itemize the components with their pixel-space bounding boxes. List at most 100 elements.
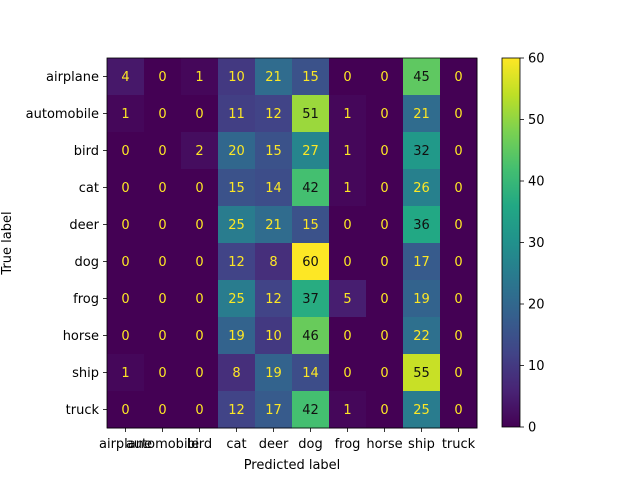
cell-value-label: 0	[158, 366, 166, 381]
cell-value-label: 0	[380, 70, 388, 85]
cell-value-label: 0	[158, 292, 166, 307]
cell-value-label: 51	[302, 107, 319, 122]
cell-value-label: 19	[228, 329, 245, 344]
cell-value-label: 0	[380, 403, 388, 418]
heatmap-cell	[144, 280, 182, 318]
colorbar-tick-label: 60	[528, 52, 545, 67]
cell-value-label: 0	[454, 181, 462, 196]
colorbar: 0 10 20 30 40 50 60	[501, 52, 545, 436]
heatmap-cell	[255, 280, 293, 318]
colorbar-tick-label: 0	[528, 421, 536, 436]
cell-value-label: 60	[302, 255, 319, 270]
heatmap-cell	[403, 206, 441, 244]
heatmap-cell	[144, 354, 182, 392]
x-tick-label: horse	[366, 437, 402, 452]
cell-value-label: 0	[343, 366, 351, 381]
cell-value-label: 42	[302, 403, 319, 418]
cell-value-label: 0	[454, 107, 462, 122]
cell-value-label: 15	[302, 70, 319, 85]
y-tick-label: bird	[74, 144, 99, 159]
x-tick-label: airplane	[99, 437, 152, 452]
heatmap-cell	[329, 391, 367, 429]
heatmap-cell	[403, 354, 441, 392]
y-tick-label: airplane	[46, 70, 99, 85]
heatmap-cell	[329, 58, 367, 96]
heatmap-cell	[403, 95, 441, 133]
heatmap-cell	[181, 317, 219, 355]
axes: airplaneautomobilebirdcatdeerdogfroghors…	[0, 57, 478, 473]
cell-value-label: 17	[265, 403, 282, 418]
cell-value-label: 1	[121, 107, 129, 122]
x-tick-label: bird	[187, 437, 212, 452]
cell-value-label: 55	[413, 366, 430, 381]
heatmap-cell	[366, 58, 404, 96]
colorbar-tick-label: 40	[528, 175, 545, 190]
cell-value-label: 20	[228, 144, 245, 159]
heatmap-cell	[366, 243, 404, 281]
heatmap-cell	[255, 391, 293, 429]
cell-value-label: 1	[343, 144, 351, 159]
cell-value-label: 0	[454, 218, 462, 233]
heatmap-cell	[329, 354, 367, 392]
heatmap-cell	[440, 280, 478, 318]
cell-value-label: 0	[454, 255, 462, 270]
heatmap-cell	[107, 206, 145, 244]
heatmap-cell	[255, 169, 293, 207]
colorbar-tick-label: 20	[528, 298, 545, 313]
cell-value-label: 0	[121, 329, 129, 344]
cell-value-label: 15	[228, 181, 245, 196]
heatmap-cell	[181, 354, 219, 392]
cell-value-label: 0	[380, 255, 388, 270]
cell-value-label: 42	[302, 181, 319, 196]
heatmap-cell	[218, 391, 256, 429]
heatmap-cell	[107, 95, 145, 133]
heatmap-cell	[107, 391, 145, 429]
heatmap-cell	[218, 58, 256, 96]
colorbar-tick-label: 50	[528, 113, 545, 128]
heatmap-cell	[440, 391, 478, 429]
heatmap-cell	[329, 95, 367, 133]
colorbar-tick-label: 30	[528, 236, 545, 251]
cell-value-label: 0	[121, 218, 129, 233]
heatmap-cell	[292, 206, 330, 244]
heatmap-cell	[440, 206, 478, 244]
x-tick-label: truck	[442, 437, 476, 452]
cell-value-label: 12	[265, 107, 282, 122]
heatmap-cell	[255, 95, 293, 133]
cell-value-label: 0	[158, 107, 166, 122]
cell-value-label: 8	[269, 255, 277, 270]
heatmap-cell	[440, 58, 478, 96]
plot-frame	[106, 57, 478, 429]
cell-value-label: 0	[380, 366, 388, 381]
heatmap-cell	[255, 206, 293, 244]
cell-value-label: 22	[413, 329, 430, 344]
cell-value-label: 0	[195, 255, 203, 270]
cell-value-label: 0	[343, 255, 351, 270]
heatmap-cell	[292, 317, 330, 355]
cell-value-label: 0	[380, 181, 388, 196]
heatmap-cell	[440, 243, 478, 281]
cell-value-label: 0	[158, 255, 166, 270]
y-tick-label: dog	[75, 255, 99, 270]
y-tick-label: deer	[69, 218, 99, 233]
y-tick-label: automobile	[26, 107, 99, 122]
colorbar-gradient	[501, 57, 521, 428]
cell-value-label: 0	[454, 329, 462, 344]
heatmap-cell	[403, 243, 441, 281]
heatmap-cell	[181, 58, 219, 96]
y-tick-label: cat	[79, 181, 99, 196]
heatmap-cell	[107, 169, 145, 207]
heatmap-cell	[218, 169, 256, 207]
cell-value-label: 5	[343, 292, 351, 307]
cell-value-label: 21	[265, 70, 282, 85]
heatmap-cell	[181, 243, 219, 281]
heatmap-cell	[255, 132, 293, 170]
heatmap-cell	[403, 317, 441, 355]
heatmap-cell	[440, 317, 478, 355]
heatmap-cell	[292, 58, 330, 96]
heatmap-cell	[107, 58, 145, 96]
cell-value-label: 0	[121, 144, 129, 159]
y-tick-label: truck	[66, 403, 100, 418]
